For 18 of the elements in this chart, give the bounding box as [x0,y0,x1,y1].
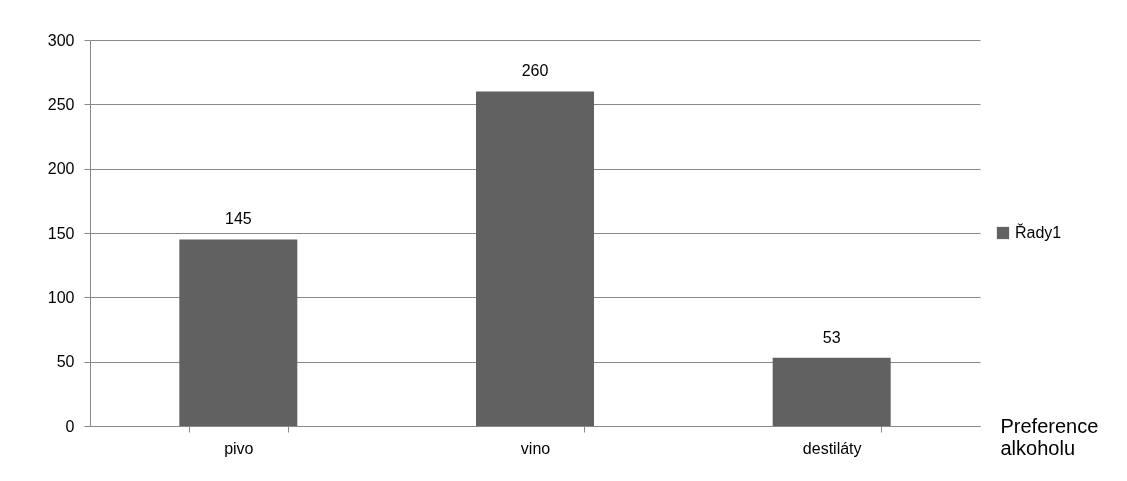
x-axis-title: Preference alkoholu [1000,414,1099,459]
y-tick-label: 0 [65,417,75,435]
x-tick-label: pivo [224,439,254,457]
x-tick-label: destiláty [802,439,862,457]
y-tick-label: 200 [47,160,75,178]
bar [772,357,891,426]
bar [179,239,298,426]
data-label: 53 [822,328,841,346]
data-label: 145 [224,210,252,228]
data-label: 260 [521,62,549,80]
legend-label: Řady1 [1015,223,1062,241]
y-tick-label: 250 [47,95,75,113]
y-tick-label: 100 [47,288,75,306]
bar [476,91,594,426]
x-tick-label: vino [520,439,551,457]
y-tick-label: 50 [56,353,75,371]
y-tick-label: 300 [47,31,75,49]
y-tick-label: 150 [47,224,75,242]
